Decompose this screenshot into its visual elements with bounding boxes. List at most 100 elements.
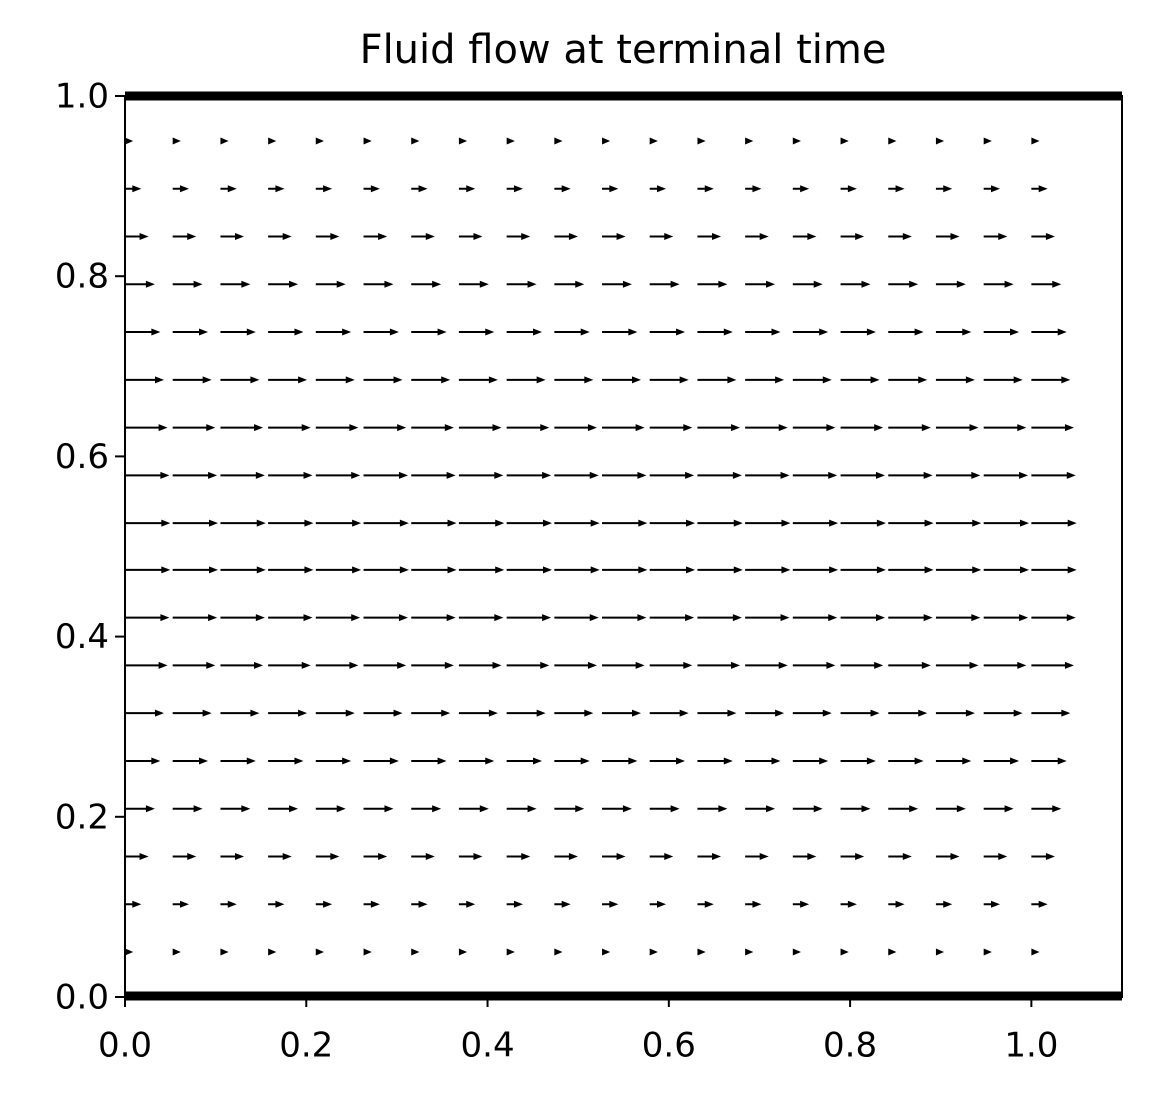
arrow <box>411 424 454 432</box>
arrow <box>315 948 324 956</box>
arrow <box>268 519 314 527</box>
arrow <box>125 709 164 717</box>
arrow <box>411 900 428 908</box>
arrow <box>1031 519 1077 527</box>
arrow <box>935 424 979 432</box>
arrow <box>458 471 504 479</box>
arrow <box>888 757 924 765</box>
arrow <box>602 519 648 527</box>
chart-title: Fluid flow at terminal time <box>360 27 887 73</box>
arrow <box>220 424 264 432</box>
arrow <box>935 805 966 813</box>
arrow <box>983 185 1001 193</box>
arrow <box>1031 948 1040 956</box>
arrow <box>554 805 585 813</box>
arrow <box>792 948 801 956</box>
arrow <box>1031 757 1067 765</box>
arrow <box>411 185 428 193</box>
arrow <box>220 233 245 241</box>
arrow <box>506 757 543 765</box>
arrow <box>411 328 447 336</box>
arrow <box>125 519 171 527</box>
arrow <box>125 471 170 479</box>
arrow <box>983 709 1023 717</box>
x-tick-label: 0.4 <box>461 1026 515 1066</box>
arrow <box>363 566 409 574</box>
arrow <box>792 280 823 288</box>
arrow <box>220 614 265 622</box>
arrow <box>268 757 304 765</box>
arrow <box>268 471 313 479</box>
arrow <box>458 661 502 669</box>
arrow <box>315 614 361 622</box>
arrow <box>697 185 714 193</box>
y-tick-label: 0.0 <box>55 978 109 1018</box>
arrow <box>649 471 695 479</box>
arrow <box>506 614 552 622</box>
arrow <box>506 185 523 193</box>
arrow <box>1031 805 1062 813</box>
arrow <box>840 519 886 527</box>
arrow <box>792 137 801 145</box>
arrow <box>602 757 638 765</box>
arrow <box>745 185 762 193</box>
arrow <box>268 948 277 956</box>
arrow <box>506 661 550 669</box>
arrow <box>363 900 380 908</box>
arrow <box>125 661 168 669</box>
arrow <box>1031 376 1071 384</box>
arrow <box>935 233 960 241</box>
arrow <box>363 614 408 622</box>
arrow <box>125 424 168 432</box>
arrow <box>363 328 399 336</box>
arrow <box>602 233 626 241</box>
arrow <box>983 471 1029 479</box>
arrow <box>745 328 781 336</box>
arrow <box>315 709 355 717</box>
arrow <box>172 471 218 479</box>
arrow <box>411 661 454 669</box>
arrow <box>268 852 292 860</box>
arrow <box>315 376 355 384</box>
y-tick-label: 0.6 <box>55 437 109 477</box>
arrow <box>745 614 790 622</box>
arrow <box>888 709 928 717</box>
arrow <box>125 757 161 765</box>
arrow <box>554 661 597 669</box>
arrow <box>411 709 451 717</box>
arrow <box>315 280 346 288</box>
arrow <box>125 280 155 288</box>
arrow <box>745 757 781 765</box>
x-tick-label: 0.6 <box>642 1026 696 1066</box>
arrow <box>649 185 667 193</box>
arrow <box>554 900 571 908</box>
arrow <box>888 519 934 527</box>
arrow <box>220 900 237 908</box>
arrow <box>983 757 1020 765</box>
arrow <box>458 948 468 956</box>
arrow <box>411 519 457 527</box>
arrow <box>888 233 912 241</box>
arrow <box>840 948 849 956</box>
arrow <box>602 805 632 813</box>
arrow <box>745 709 785 717</box>
arrow <box>363 424 407 432</box>
arrow <box>458 137 468 145</box>
arrow <box>840 185 857 193</box>
arrow <box>792 805 823 813</box>
arrow <box>506 805 537 813</box>
arrow <box>506 566 552 574</box>
arrow <box>935 852 960 860</box>
arrow <box>1031 328 1067 336</box>
arrow <box>268 137 277 145</box>
arrow <box>935 280 966 288</box>
arrow <box>983 900 1001 908</box>
arrow <box>888 471 933 479</box>
arrow <box>554 185 571 193</box>
arrow <box>840 328 876 336</box>
arrow <box>411 614 456 622</box>
arrow <box>935 328 972 336</box>
arrow <box>983 852 1008 860</box>
arrow <box>554 280 585 288</box>
arrow <box>220 757 256 765</box>
